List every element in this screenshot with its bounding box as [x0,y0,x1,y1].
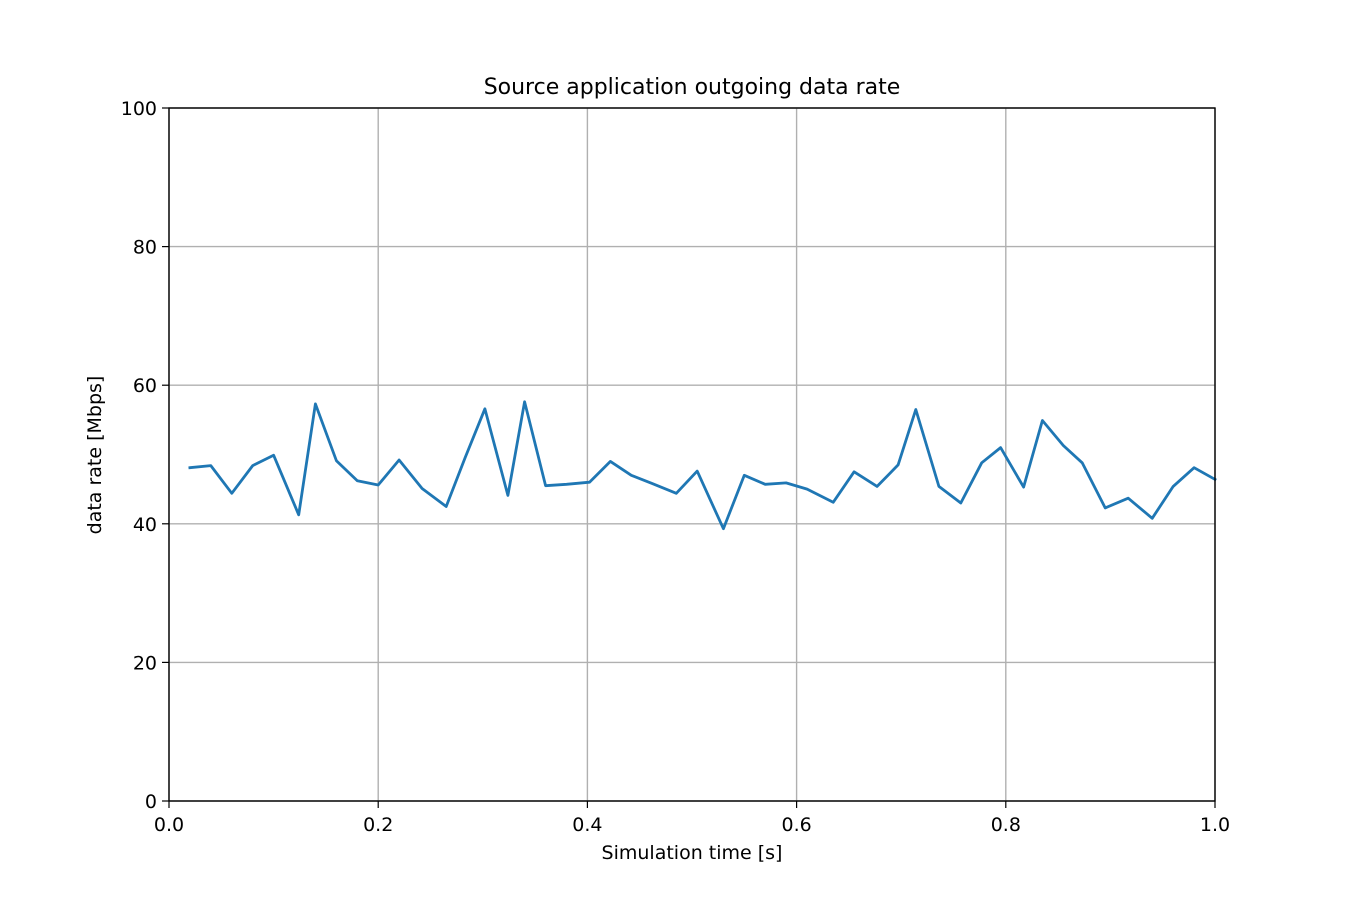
x-tick-label: 0.4 [572,814,602,836]
x-axis-label: Simulation time [s] [602,842,783,864]
y-tick-label: 60 [133,375,157,397]
y-axis-label: data rate [Mbps] [84,376,106,535]
x-tick-label: 0.0 [154,814,184,836]
grid-lines [168,107,1216,802]
x-tick-label: 0.8 [991,814,1021,836]
x-tick-label: 1.0 [1200,814,1230,836]
plot-frame [168,107,1216,802]
chart-title: Source application outgoing data rate [484,75,901,100]
y-tick-label: 40 [133,514,157,536]
y-tick-label: 20 [133,652,157,674]
y-tick-label: 100 [121,98,157,120]
series-line [188,400,1217,531]
x-axis-ticks: 0.0 0.2 0.4 0.6 0.8 1.0 [154,801,1230,836]
x-tick-label: 0.6 [781,814,811,836]
y-tick-label: 80 [133,237,157,259]
x-tick-label: 0.2 [363,814,393,836]
y-axis-ticks: 0 20 40 60 80 100 [121,98,169,813]
y-tick-label: 0 [145,791,157,813]
